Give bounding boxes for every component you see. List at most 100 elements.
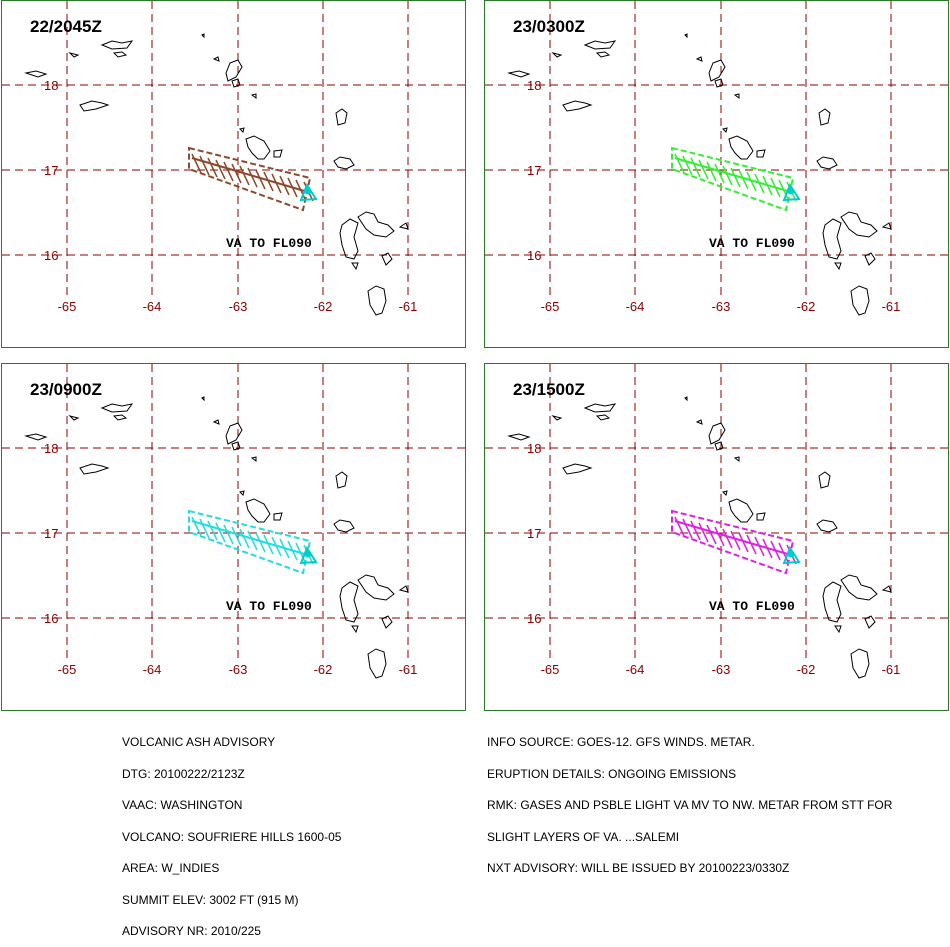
island-outline [398, 222, 409, 230]
coastlines [24, 396, 409, 679]
lat-label: 18 [44, 78, 58, 93]
island-outline [381, 252, 393, 266]
island-outline [112, 51, 128, 58]
island-outline [239, 490, 245, 496]
plume-hatch [263, 534, 274, 555]
island-outline [231, 441, 241, 451]
island-outline [273, 512, 283, 521]
lat-label: 17 [527, 526, 541, 541]
plume-hatch [215, 522, 226, 543]
island-outline [834, 625, 842, 634]
volcano-dot [787, 550, 795, 558]
advisory-line: VOLCANIC ASH ADVISORY [122, 735, 276, 749]
island-outline [250, 456, 257, 462]
coastlines [507, 33, 892, 316]
island-outline [733, 456, 740, 462]
island-outline [822, 218, 842, 260]
ash-plume [671, 509, 797, 575]
island-outline [840, 211, 878, 238]
axis-labels: 18 17 16 -65 -64 -63 -62 -61 VA TO FL090 [527, 78, 900, 314]
lon-label: -62 [314, 662, 333, 677]
island-outline [212, 419, 220, 425]
island-outline [551, 52, 563, 58]
island-outline [818, 471, 831, 489]
panel-time-title: 23/0900Z [30, 380, 102, 399]
advisory-line: RMK: GASES AND PSBLE LIGHT VA MV TO NW. … [487, 798, 893, 812]
lat-label: 16 [527, 248, 541, 263]
advisory-line: ADVISORY NR: 2010/225 [122, 924, 261, 938]
island-outline [351, 625, 359, 634]
island-outline [100, 403, 134, 413]
plume-hatch [207, 157, 218, 178]
lon-label: -61 [399, 299, 418, 314]
island-outline [68, 415, 80, 421]
island-outline [562, 463, 593, 475]
panel-time-title: 23/0300Z [513, 17, 585, 36]
plume-hatch [690, 157, 701, 178]
island-outline [551, 415, 563, 421]
lat-lon-grid [2, 1, 465, 296]
island-outline [822, 581, 842, 623]
island-outline [351, 262, 359, 271]
lon-label: -62 [797, 662, 816, 677]
island-outline [507, 433, 531, 441]
island-outline [714, 78, 724, 88]
advisory-line: VOLCANO: SOUFRIERE HILLS 1600-05 [122, 829, 342, 844]
island-outline [68, 52, 80, 58]
plume-hatch [738, 169, 749, 190]
plume-hatch [215, 159, 226, 180]
island-outline [201, 396, 205, 402]
island-outline [595, 51, 611, 58]
lat-label: 18 [44, 441, 58, 456]
plume-hatch [223, 161, 234, 182]
advisory-header-block: VOLCANIC ASH ADVISORY DTG: 20100222/2123… [122, 716, 341, 947]
plume-hatch [255, 532, 266, 553]
island-outline [684, 396, 688, 402]
island-outline [381, 615, 393, 629]
plume-hatch [706, 161, 717, 182]
plume-hatch [698, 522, 709, 543]
va-label: VA TO FL090 [226, 236, 312, 251]
plume-hatch [682, 518, 693, 539]
volcano-dot [787, 187, 795, 195]
island-outline [708, 59, 726, 82]
island-outline [79, 100, 110, 112]
advisory-details-block: INFO SOURCE: GOES-12. GFS WINDS. METAR. … [487, 716, 892, 884]
island-outline [583, 403, 617, 413]
volcano-triangle [299, 545, 318, 565]
plume-hatch [207, 520, 218, 541]
plume-hatch [690, 520, 701, 541]
volcano-marker [299, 182, 318, 202]
map-panel-3: 18 17 16 -65 -64 -63 -62 -61 VA TO FL090… [1, 363, 466, 711]
island-outline [756, 149, 766, 158]
island-outline [339, 581, 359, 623]
lat-label: 17 [44, 163, 58, 178]
island-outline [225, 422, 243, 445]
island-outline [818, 108, 831, 126]
volcano-marker [299, 545, 318, 565]
island-outline [816, 519, 838, 533]
map-panel-2: 18 17 16 -65 -64 -63 -62 -61 VA TO FL090… [484, 0, 949, 348]
island-outline [850, 648, 870, 679]
island-outline [864, 252, 876, 266]
plume-hatch [714, 163, 725, 184]
volcano-triangle [782, 545, 801, 565]
ash-plume [671, 146, 797, 212]
panel-time-title: 23/1500Z [513, 380, 585, 399]
plume-hatch [191, 153, 202, 174]
lat-label: 18 [527, 78, 541, 93]
island-outline [239, 127, 245, 133]
island-outline [225, 59, 243, 82]
plume-axis-line [674, 520, 792, 556]
plume-hatch [223, 524, 234, 545]
plume-outline [188, 146, 312, 212]
volcano-triangle [782, 182, 801, 202]
lon-label: -64 [626, 299, 645, 314]
plume-hatch [247, 530, 258, 551]
lat-label: 16 [44, 611, 58, 626]
plume-hatch [738, 532, 749, 553]
volcano-triangle [299, 182, 318, 202]
island-outline [357, 574, 395, 601]
island-outline [212, 56, 220, 62]
coastlines [507, 396, 892, 679]
